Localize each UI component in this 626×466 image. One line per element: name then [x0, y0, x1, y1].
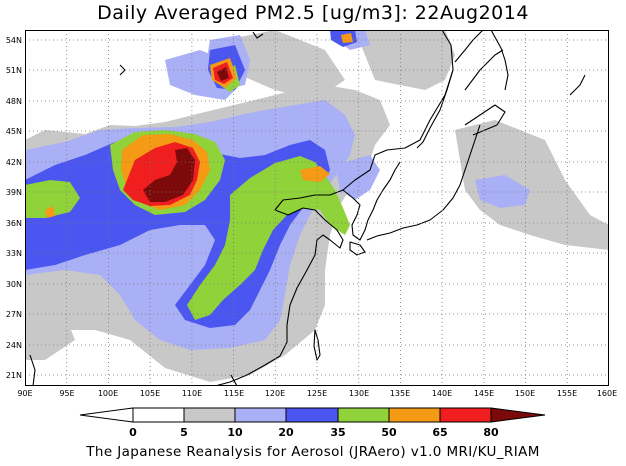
colorbar-cell-5-10: [183, 407, 236, 423]
colorbar-cell-65-80: [439, 407, 492, 423]
lat-label-24n: 24N: [6, 341, 22, 350]
colorbar-cell-20-35: [285, 407, 339, 423]
colorbar-cell-0-5: [132, 407, 185, 423]
lon-label-125e: 125E: [307, 389, 327, 398]
lat-label-42n: 42N: [6, 158, 22, 167]
lat-label-51n: 51N: [6, 66, 22, 75]
colorbar-label-35: 35: [330, 426, 345, 439]
lon-label-150e: 150E: [515, 389, 535, 398]
lon-label-145e: 145E: [474, 389, 494, 398]
lon-label-115e: 115E: [224, 389, 244, 398]
pm25-map: [25, 30, 609, 386]
colorbar-label-20: 20: [278, 426, 294, 439]
lon-label-120e: 120E: [265, 389, 285, 398]
lon-label-100e: 100E: [98, 389, 118, 398]
footer-credit: The Japanese Reanalysis for Aerosol (JRA…: [86, 444, 540, 460]
colorbar-label-65: 65: [432, 426, 447, 439]
lon-label-105e: 105E: [140, 389, 160, 398]
colorbar-label-0: 0: [129, 426, 137, 439]
lat-label-21n: 21N: [6, 371, 22, 380]
colorbar: [79, 407, 546, 423]
lon-label-135e: 135E: [390, 389, 410, 398]
lon-label-90e: 90E: [17, 389, 32, 398]
colorbar-label-5: 5: [180, 426, 188, 439]
colorbar-label-80: 80: [483, 426, 499, 439]
lat-label-45n: 45N: [6, 127, 22, 136]
graticule: [25, 30, 609, 386]
colorbar-cell-gt80: [490, 407, 546, 423]
lon-label-140e: 140E: [432, 389, 452, 398]
lon-label-110e: 110E: [182, 389, 202, 398]
lon-label-160e: 160E: [597, 389, 617, 398]
coastlines: [29, 30, 586, 386]
lat-label-54n: 54N: [6, 36, 22, 45]
colorbar-label-10: 10: [227, 426, 243, 439]
pm25-band-80-plus: [143, 67, 229, 202]
colorbar-label-50: 50: [381, 426, 397, 439]
colorbar-cell-10-20: [234, 407, 287, 423]
lat-label-36n: 36N: [6, 219, 22, 228]
lon-label-155e: 155E: [557, 389, 577, 398]
lat-label-27n: 27N: [6, 310, 22, 319]
colorbar-cell-50-65: [388, 407, 441, 423]
lon-label-95e: 95E: [59, 389, 74, 398]
lon-label-130e: 130E: [349, 389, 369, 398]
lat-label-30n: 30N: [6, 280, 22, 289]
map-title: Daily Averaged PM2.5 [ug/m3]: 22Aug2014: [97, 2, 529, 24]
lat-label-33n: 33N: [6, 249, 22, 258]
lat-label-39n: 39N: [6, 188, 22, 197]
lat-label-48n: 48N: [6, 97, 22, 106]
colorbar-cell-lt0: [79, 407, 134, 423]
colorbar-cell-35-50: [337, 407, 390, 423]
map-border: [25, 30, 609, 386]
